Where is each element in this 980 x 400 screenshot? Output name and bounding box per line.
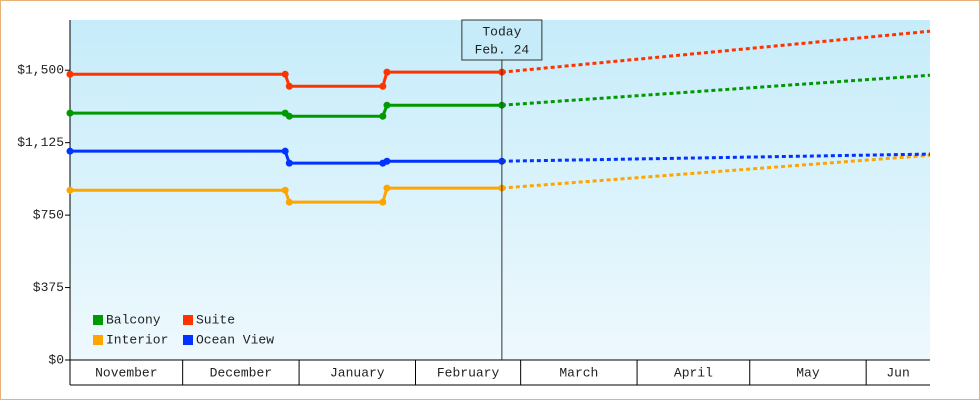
legend-label: Ocean View (196, 332, 274, 347)
price-point (383, 157, 391, 165)
price-point (66, 70, 74, 78)
x-tick-label: Jun (886, 365, 909, 380)
y-tick-label: $0 (48, 352, 64, 367)
x-tick-label: December (210, 365, 272, 380)
x-axis-strip (70, 360, 930, 385)
price-line (70, 103, 502, 118)
legend-swatch (183, 315, 193, 325)
price-point (281, 70, 289, 78)
legend-label: Interior (106, 332, 168, 347)
y-tick-label: $1,500 (17, 63, 64, 78)
price-point (379, 112, 387, 120)
price-point (383, 101, 391, 109)
price-point (285, 198, 293, 206)
price-point (383, 184, 391, 192)
x-tick-label: February (437, 365, 500, 380)
legend-swatch (93, 315, 103, 325)
today-date: Feb. 24 (475, 42, 530, 57)
price-point (66, 186, 74, 194)
forecast-line (501, 29, 931, 74)
today-label: Today (482, 24, 521, 39)
price-point (379, 82, 387, 90)
price-point (379, 198, 387, 206)
legend-swatch (183, 335, 193, 345)
x-tick-label: November (95, 365, 157, 380)
y-tick-label: $750 (33, 208, 64, 223)
forecast-line (501, 73, 931, 107)
price-point (285, 82, 293, 90)
forecast-line (501, 153, 931, 190)
forecast-line (501, 152, 931, 163)
x-tick-label: January (330, 365, 385, 380)
x-tick-label: May (796, 365, 820, 380)
price-line (70, 186, 502, 204)
legend-label: Balcony (106, 312, 161, 327)
price-line (70, 149, 502, 165)
price-point (383, 68, 391, 76)
price-point (285, 159, 293, 167)
legend-swatch (93, 335, 103, 345)
legend-label: Suite (196, 312, 235, 327)
price-point (66, 147, 74, 155)
x-tick-label: March (559, 365, 598, 380)
today-box (461, 19, 543, 61)
y-tick-label: $1,125 (17, 135, 64, 150)
price-point (66, 109, 74, 117)
y-tick-label: $375 (33, 280, 64, 295)
price-point (281, 147, 289, 155)
x-tick-label: April (674, 365, 713, 380)
price-line (70, 70, 502, 88)
price-point (285, 112, 293, 120)
price-point (281, 186, 289, 194)
